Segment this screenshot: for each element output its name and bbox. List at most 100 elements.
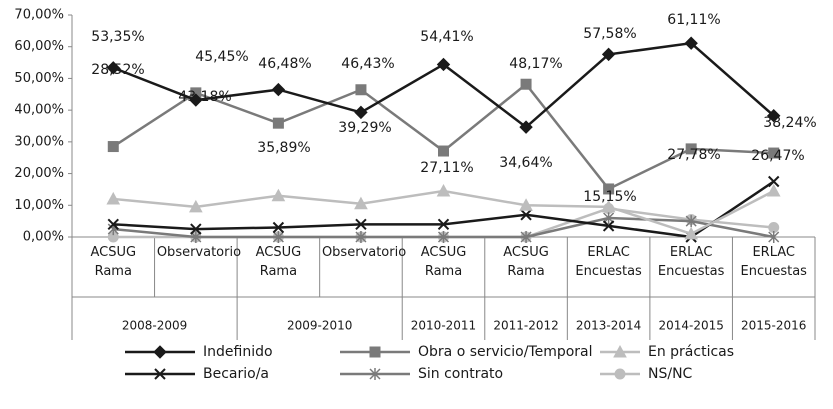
marker (684, 36, 698, 50)
y-tick-label: 40,00% (14, 103, 64, 118)
legend-label: Sin contrato (418, 366, 503, 382)
x-tick-label: ERLAC Encuestas (740, 245, 807, 279)
data-label: 46,48% (258, 56, 311, 72)
data-label: 39,29% (338, 120, 391, 136)
marker (684, 226, 699, 240)
y-tick-label: 70,00% (14, 8, 64, 23)
data-label: 54,41% (420, 29, 473, 45)
marker (603, 183, 615, 195)
group-label: 2009-2010 (287, 319, 352, 333)
group-label: 2015-2016 (741, 319, 806, 333)
marker (272, 117, 284, 129)
marker (520, 231, 532, 243)
series (106, 36, 781, 134)
marker (369, 346, 381, 358)
y-tick-label: 30,00% (14, 134, 64, 149)
data-label: 48,17% (509, 56, 562, 72)
marker (520, 209, 532, 221)
data-label: 46,43% (341, 56, 394, 72)
marker (437, 231, 450, 243)
series (106, 183, 781, 240)
x-tick-label: Observatorio (321, 245, 407, 260)
data-label: 38,24% (763, 115, 816, 131)
marker (438, 145, 449, 157)
legend-label: Becario/a (203, 366, 269, 382)
data-label: 34,64% (499, 155, 552, 171)
data-label: 35,89% (257, 140, 310, 156)
marker (188, 199, 203, 213)
legend-label: NS/NC (648, 366, 693, 382)
x-tick-label: ACSUG Rama (90, 245, 137, 279)
marker (436, 183, 451, 197)
marker (768, 231, 780, 243)
legend-label: Obra o servicio/Temporal (418, 344, 593, 360)
marker (106, 61, 120, 75)
marker (154, 368, 166, 380)
marker (685, 215, 697, 228)
marker (355, 218, 367, 231)
marker (106, 191, 121, 205)
group-label: 2014-2015 (658, 319, 723, 333)
group-label: 2008-2009 (122, 319, 187, 333)
data-label: 27,11% (420, 160, 473, 176)
marker (520, 78, 532, 90)
legend-label: Indefinido (203, 344, 273, 360)
data-label: 45,45% (195, 49, 248, 65)
marker (436, 57, 451, 72)
marker (271, 188, 286, 202)
x-tick-label: ERLAC Encuestas (575, 245, 642, 279)
group-label: 2011-2012 (493, 319, 558, 333)
marker (519, 198, 533, 211)
x-tick-label: Observatorio (156, 245, 242, 260)
marker (153, 345, 167, 359)
series (107, 78, 780, 195)
marker (602, 220, 615, 232)
marker (107, 141, 119, 153)
data-label: 26,47% (751, 148, 804, 164)
data-label: 61,11% (667, 12, 720, 28)
marker (601, 199, 616, 213)
x-tick-label: ERLAC Encuestas (657, 245, 725, 279)
series (107, 211, 780, 243)
y-tick-label: 50,00% (14, 71, 64, 86)
marker (189, 93, 203, 107)
marker (272, 231, 284, 243)
series-line (113, 189, 775, 236)
x-tick-label: ACSUG Rama (503, 245, 549, 279)
group-label: 2013-2014 (576, 319, 641, 333)
marker (601, 47, 616, 62)
marker (369, 368, 381, 380)
marker (190, 223, 202, 235)
marker (614, 368, 626, 380)
marker (519, 120, 533, 134)
data-label: 43,18% (178, 89, 231, 105)
legend-label: En prácticas (648, 344, 734, 360)
marker (355, 231, 367, 243)
marker (768, 175, 780, 188)
marker (685, 143, 697, 155)
marker (766, 183, 781, 197)
marker (354, 196, 368, 210)
marker (768, 221, 780, 233)
x-tick-label: ACSUG Rama (255, 245, 302, 279)
x-tick-label: ACSUG Rama (420, 245, 467, 279)
y-tick-label: 20,00% (14, 166, 64, 181)
group-label: 2010-2011 (411, 319, 476, 333)
data-label: 53,35% (91, 29, 144, 45)
marker (437, 218, 450, 231)
marker (271, 82, 286, 97)
marker (768, 147, 780, 159)
y-tick-label: 0,00% (23, 230, 64, 245)
marker (107, 218, 119, 231)
y-tick-label: 60,00% (14, 39, 64, 54)
marker (767, 109, 781, 123)
marker (613, 344, 627, 358)
marker (355, 84, 367, 96)
data-label: 57,58% (583, 26, 636, 42)
data-label: 15,15% (583, 189, 636, 205)
marker (354, 105, 368, 120)
y-tick-label: 10,00% (14, 198, 64, 213)
data-label: 27,78% (667, 147, 720, 163)
